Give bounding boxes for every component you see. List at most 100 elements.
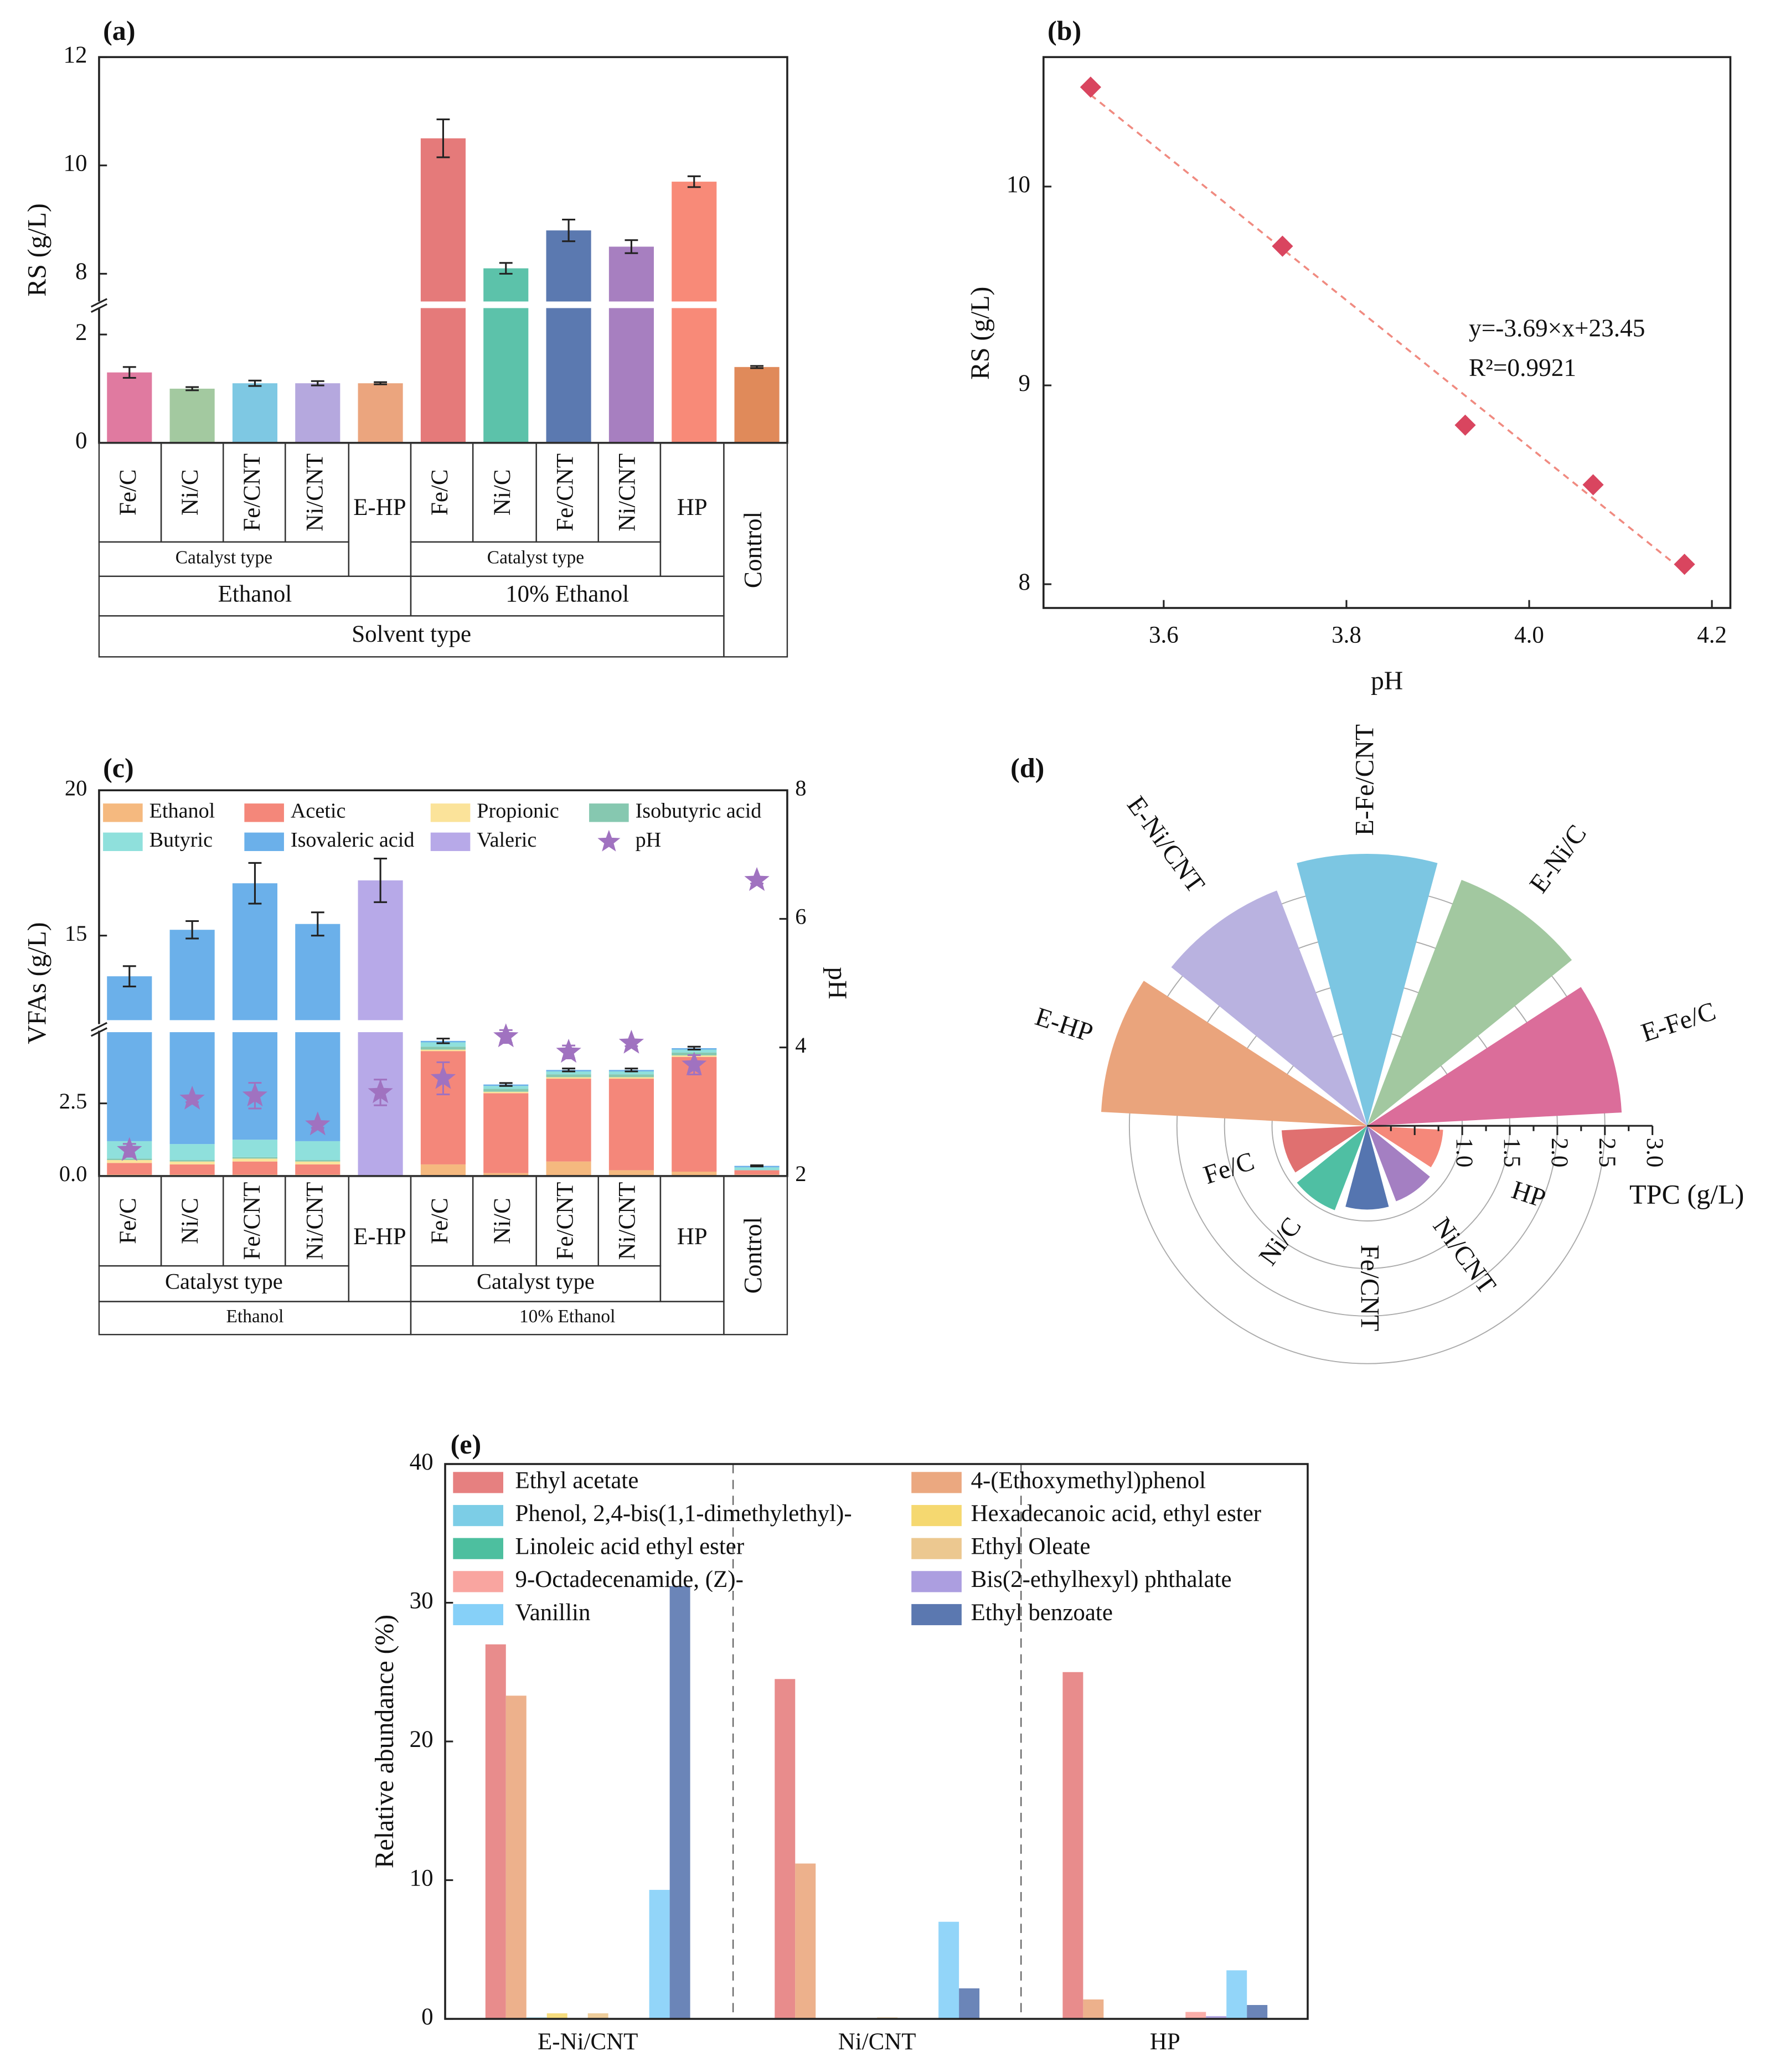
bar-segment-2 (232, 1158, 278, 1162)
bar-segment-1 (608, 1079, 654, 1171)
polar-bar-8 (1367, 1126, 1430, 1202)
polar-bar-6 (1297, 1126, 1368, 1210)
legend-swatch (244, 832, 284, 851)
panel-label: (a) (103, 15, 135, 46)
polar-bar-4 (1101, 981, 1368, 1126)
legend-label: Vanillin (515, 1600, 590, 1626)
x-category-label: Ni/CNT (838, 2029, 916, 2055)
bar-segment-4 (420, 1042, 466, 1047)
bar-8 (1226, 1970, 1247, 2019)
category-label: Ni/CNT (615, 1182, 641, 1260)
polar-bar-9 (1367, 1126, 1443, 1168)
bar-7-upper (546, 230, 591, 302)
bar-segment-5-upper (169, 930, 215, 1020)
bar-segment-1 (734, 1170, 780, 1175)
bar-8-upper (608, 246, 654, 302)
y-axis-title: RS (g/L) (966, 287, 995, 380)
category-label: Fe/C (427, 1198, 453, 1244)
panel-label: (e) (451, 1429, 482, 1460)
y-right-tick-label: 4 (795, 1033, 806, 1058)
y-tick-label: 12 (64, 42, 87, 68)
y-tick-label: 40 (410, 1449, 434, 1475)
category-label-control-cell (723, 1175, 788, 1336)
bar-segment-0 (420, 1164, 466, 1176)
ph-marker (305, 1111, 331, 1136)
solvent-label: Ethanol (218, 581, 292, 607)
y-tick-label: 20 (65, 776, 87, 801)
polar-category-label: Fe/C (1200, 1146, 1258, 1190)
solvent-label: 10% Ethanol (519, 1306, 615, 1327)
catalyst-type-label: Catalyst type (477, 1269, 595, 1294)
axis-break-mark (90, 1027, 107, 1037)
legend-swatch (453, 1504, 503, 1527)
bar-segment-2 (546, 1077, 591, 1079)
legend-ph-marker (597, 829, 621, 852)
bar-segment-1 (295, 1164, 340, 1175)
bar-1 (169, 388, 215, 443)
radial-axis-title: TPC (g/L) (1629, 1179, 1744, 1210)
y-tick-label: 20 (410, 1726, 434, 1753)
category-label: E-HP (353, 494, 406, 520)
legend-swatch (103, 832, 143, 851)
bar-3 (295, 383, 340, 443)
x-axis-title: pH (1371, 666, 1403, 695)
legend-label: Phenol, 2,4-bis(1,1-dimethylethyl)- (515, 1501, 852, 1527)
legend-label: Acetic (291, 800, 346, 823)
axis-break-gap (92, 301, 106, 308)
catalyst-type-label: Catalyst type (165, 1269, 283, 1294)
bar-0 (775, 1679, 796, 2019)
legend-label: pH (636, 828, 662, 852)
catalyst-type-label: Catalyst type (176, 547, 272, 568)
category-label-control: Control (739, 1217, 767, 1294)
bar-segment-3 (169, 1160, 215, 1162)
bar-segment-2 (107, 1160, 152, 1163)
y-right-axis-title: pH (823, 967, 852, 999)
bar-segment-1 (169, 1164, 215, 1175)
y-tick-label: 8 (1018, 569, 1030, 595)
solvent-label-cell (410, 1301, 725, 1336)
bar-segment-4 (608, 1071, 654, 1075)
y-tick-label: 2 (75, 319, 87, 346)
bar-10 (734, 367, 780, 443)
bar-segment-0 (608, 1170, 654, 1176)
data-point (1080, 76, 1101, 98)
solvent-label: 10% Ethanol (505, 581, 629, 607)
bar-8 (608, 308, 654, 443)
y-right-tick-label: 6 (795, 904, 806, 929)
solvent-type-label-cell (98, 615, 725, 658)
bar-segment-3 (608, 1074, 654, 1078)
bar-segment-5-upper (232, 883, 278, 1020)
bar-segment-4 (672, 1049, 717, 1053)
bar-segment-1 (672, 1056, 717, 1172)
polar-category-label: Fe/CNT (1355, 1245, 1384, 1331)
bar-2 (232, 383, 278, 443)
fit-equation: y=-3.69×x+23.45 (1469, 314, 1645, 342)
bar-5 (420, 308, 466, 443)
bar-segment-3 (232, 1157, 278, 1159)
category-label: Ni/CNT (302, 453, 328, 532)
category-label: Fe/CNT (553, 1182, 579, 1260)
bar-3 (546, 2013, 567, 2019)
category-label-control-cell (723, 442, 788, 658)
category-label: Fe/C (427, 469, 453, 516)
bar-segment-4 (483, 1086, 529, 1089)
y-axis-title: RS (g/L) (23, 203, 52, 296)
y-tick-label: 15 (65, 921, 87, 946)
bar-segment-1 (546, 1079, 591, 1162)
ph-marker (618, 1029, 644, 1054)
category-label: Ni/CNT (302, 1182, 328, 1260)
legend-swatch (911, 1604, 962, 1626)
panel-label: (c) (103, 752, 134, 783)
solvent-label: Ethanol (226, 1306, 284, 1327)
polar-bar-5 (1281, 1126, 1368, 1173)
y-tick-label: 0.0 (59, 1161, 87, 1186)
y-right-tick-label: 2 (795, 1161, 806, 1186)
polar-category-label: HP (1508, 1175, 1549, 1213)
legend-swatch (911, 1538, 962, 1559)
legend-swatch (430, 832, 471, 851)
axis-break-mark (90, 303, 107, 313)
legend-swatch (589, 803, 629, 822)
data-point (1674, 554, 1695, 575)
bar-9 (672, 308, 717, 443)
polar-bar-7 (1345, 1126, 1389, 1210)
